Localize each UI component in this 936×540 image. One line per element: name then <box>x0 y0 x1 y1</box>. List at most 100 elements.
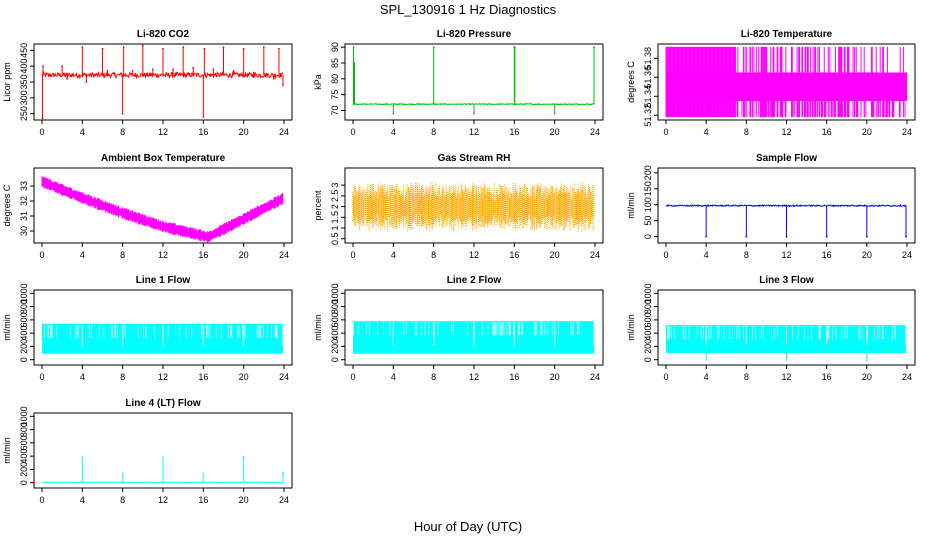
spike-point <box>101 47 104 50</box>
y-tick-label: 600 <box>19 435 29 450</box>
x-tick-label: 0 <box>39 372 44 382</box>
x-tick-label: 16 <box>509 250 519 260</box>
x-tick-label: 20 <box>550 372 560 382</box>
x-tick-label: 4 <box>391 372 396 382</box>
spike-point <box>162 47 164 50</box>
x-tick-label: 20 <box>862 372 872 382</box>
spike-point <box>66 77 69 80</box>
y-tick-label: 350 <box>19 74 29 89</box>
x-tick-label: 4 <box>704 250 709 260</box>
x-tick-label: 24 <box>279 372 289 382</box>
y-tick-label: 0 <box>643 234 653 239</box>
spike-point <box>473 112 475 115</box>
panel-title: Li-820 CO2 <box>137 29 190 40</box>
panel-title: Line 2 Flow <box>447 275 502 286</box>
x-tick-label: 4 <box>80 372 85 382</box>
y-tick-label: 400 <box>19 59 29 74</box>
spike-point <box>252 71 255 74</box>
x-tick-label: 16 <box>198 372 208 382</box>
y-tick-label: 51.38 <box>643 47 653 70</box>
x-tick-label: 12 <box>158 495 168 505</box>
x-tick-label: 0 <box>39 250 44 260</box>
panel-title: Line 3 Flow <box>759 275 814 286</box>
spike-point <box>131 70 134 72</box>
spike-point <box>392 112 395 115</box>
spike-point <box>282 471 284 474</box>
y-tick-label: 0 <box>19 357 29 362</box>
spike-point <box>865 235 868 238</box>
x-tick-label: 24 <box>590 372 600 382</box>
y-tick-label: 51.36 <box>643 66 653 89</box>
y-tick-label: 400 <box>19 449 29 464</box>
data-series <box>665 46 907 118</box>
y-tick-label: 85 <box>330 58 340 68</box>
x-tick-label: 16 <box>198 495 208 505</box>
y-tick-label: 200 <box>19 339 29 354</box>
x-tick-label: 12 <box>781 372 791 382</box>
x-tick-label: 8 <box>120 127 125 137</box>
x-tick-label: 24 <box>590 127 600 137</box>
y-tick-label: 800 <box>643 299 653 314</box>
spike-point <box>222 46 225 49</box>
x-tick-label: 12 <box>781 127 791 137</box>
spike-point <box>278 47 280 50</box>
y-tick-label: 400 <box>643 326 653 341</box>
figure-title: SPL_130916 1 Hz Diagnostics <box>380 2 557 17</box>
y-tick-label: 600 <box>19 312 29 327</box>
spike-point <box>85 81 88 83</box>
x-tick-label: 8 <box>431 127 436 137</box>
x-tick-label: 8 <box>744 127 749 137</box>
y-tick-label: 2.5 <box>330 190 340 203</box>
data-series <box>41 44 284 120</box>
panel-title: Li-820 Pressure <box>437 29 512 40</box>
spike-point <box>42 65 44 68</box>
panel-title: Li-820 Temperature <box>741 29 833 40</box>
x-tick-label: 0 <box>350 127 355 137</box>
data-series <box>352 181 595 232</box>
data-series <box>41 176 284 243</box>
y-tick-label: 51.32 <box>643 104 653 127</box>
x-tick-label: 8 <box>744 250 749 260</box>
x-tick-label: 20 <box>239 250 249 260</box>
panel-title: Gas Stream RH <box>438 153 511 164</box>
x-tick-label: 12 <box>469 127 479 137</box>
y-tick-label: 0 <box>19 480 29 485</box>
y-tick-label: 80 <box>330 74 340 84</box>
y-axis-label: Licor ppm <box>2 62 12 102</box>
x-tick-label: 16 <box>822 372 832 382</box>
panel-title: Line 1 Flow <box>136 275 191 286</box>
y-tick-label: 150 <box>643 181 653 196</box>
series-line <box>352 102 595 106</box>
chart-panel: Gas Stream RH percent 0.5 11.5 22.5 3 0 4 8 12 16 2… <box>313 153 604 260</box>
spike-point <box>745 235 748 238</box>
x-tick-label: 12 <box>158 250 168 260</box>
spike-point <box>273 77 275 80</box>
series-line <box>41 70 284 80</box>
x-tick-label: 24 <box>590 250 600 260</box>
y-tick-label: 50 <box>643 216 653 226</box>
chart-panel: Ambient Box Temperature degrees C 30 31 32 33… <box>2 153 293 260</box>
x-tick-label: 0 <box>663 372 668 382</box>
y-tick-label: 200 <box>643 339 653 354</box>
spike-point <box>61 65 64 68</box>
spike-point <box>202 473 205 475</box>
series-line <box>665 203 907 208</box>
x-tick-label: 16 <box>198 127 208 137</box>
y-tick-label: 1000 <box>330 283 340 303</box>
spike-point <box>262 46 265 49</box>
panel-title: Ambient Box Temperature <box>101 153 226 164</box>
data-series <box>353 321 595 354</box>
spike-point <box>785 235 788 238</box>
x-tick-label: 4 <box>704 127 709 137</box>
spike-point <box>203 47 206 50</box>
x-tick-label: 8 <box>120 495 125 505</box>
y-tick-label: 800 <box>330 299 340 314</box>
y-tick-label: 90 <box>330 42 340 52</box>
y-tick-label: 3 <box>330 183 340 188</box>
x-tick-label: 8 <box>431 372 436 382</box>
y-tick-label: 400 <box>19 326 29 341</box>
y-tick-label: 0 <box>330 357 340 362</box>
